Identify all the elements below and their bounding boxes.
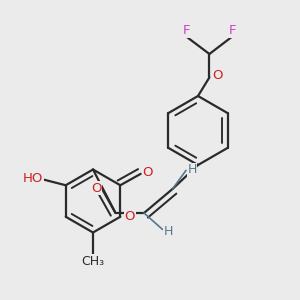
Text: O: O: [142, 166, 153, 179]
Text: F: F: [229, 24, 236, 38]
Text: O: O: [91, 182, 102, 195]
Text: O: O: [213, 69, 223, 82]
Text: O: O: [124, 210, 135, 223]
Text: CH₃: CH₃: [81, 255, 105, 268]
Text: HO: HO: [23, 172, 44, 184]
Text: H: H: [164, 225, 173, 239]
Text: H: H: [187, 163, 197, 176]
Text: F: F: [182, 24, 190, 38]
